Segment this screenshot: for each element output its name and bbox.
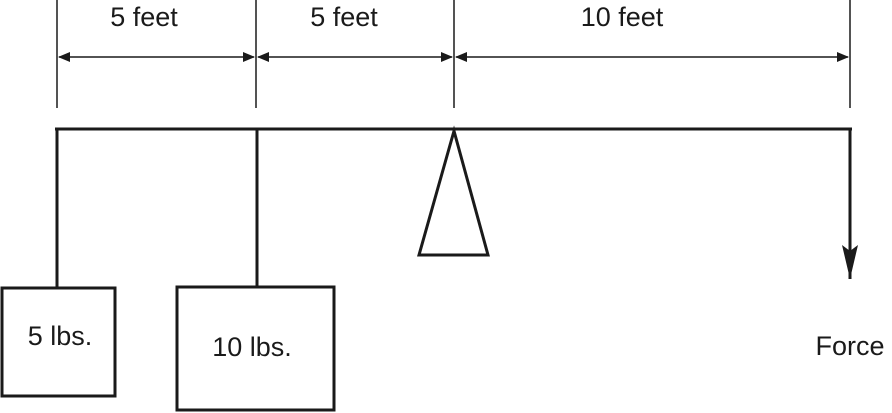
weight-box-1: 5 lbs. [0,286,117,398]
dimension-label-1: 5 feet [110,2,178,32]
weight-box-1-outline [0,286,117,398]
dimension-label-3: 10 feet [581,2,664,32]
weight-box-2-outline [175,285,336,412]
weight-box-2-label: 10 lbs. [212,332,292,362]
weight-box-2: 10 lbs. [175,285,336,412]
fulcrum [417,125,490,257]
dimension-extension-lines [56,0,851,108]
force-label: Force [815,331,884,361]
dimension-label-2: 5 feet [310,2,378,32]
weight-box-1-label: 5 lbs. [28,321,93,351]
